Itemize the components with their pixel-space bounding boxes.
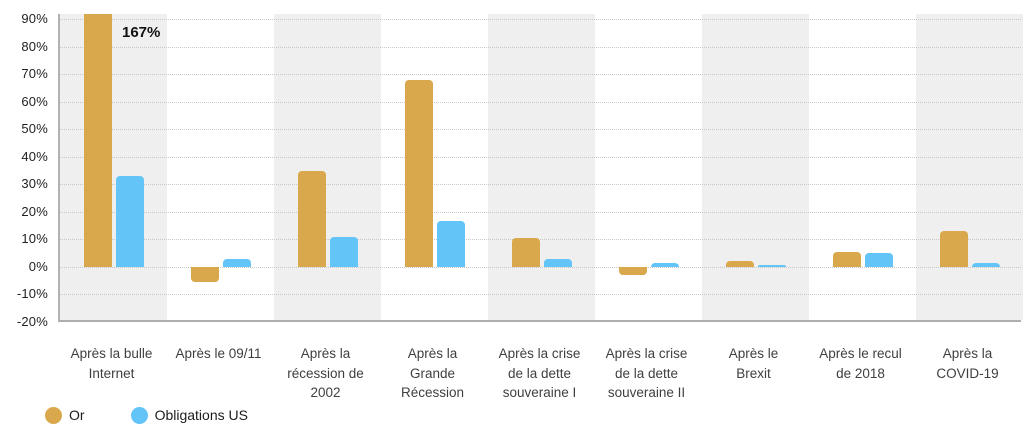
x-axis-category-label: Après la bulle Internet <box>70 346 153 381</box>
y-axis-tick-label: -20% <box>16 314 48 329</box>
x-axis-category-label: Après la crise de la dette souveraine I <box>498 346 581 400</box>
gridline <box>60 184 1021 186</box>
bar-or <box>83 14 112 267</box>
category-stripe <box>60 14 167 320</box>
bar-or <box>297 170 326 267</box>
bar-obligations-us <box>329 236 358 267</box>
plot-area: 167% <box>58 14 1023 322</box>
gridline <box>60 294 1021 296</box>
bar-or <box>190 266 219 282</box>
y-axis-tick-label: 20% <box>21 203 48 219</box>
bar-or <box>939 231 968 267</box>
x-axis-category-label: Après la Grande Récession <box>400 346 465 400</box>
y-axis-tick-label: 10% <box>21 231 48 247</box>
bar-obligations-us <box>650 263 679 267</box>
y-axis-tick-label: 50% <box>21 121 48 137</box>
gridline <box>60 239 1021 241</box>
legend-item-or: Or <box>45 406 85 424</box>
category-stripe <box>274 14 381 320</box>
y-axis-tick-label: -10% <box>16 286 48 302</box>
bar-obligations-us <box>864 253 893 267</box>
bar-or <box>832 252 861 267</box>
category-stripe <box>916 14 1023 320</box>
bar-or <box>725 260 754 267</box>
bar-or <box>511 237 540 267</box>
bar-obligations-us <box>543 258 572 267</box>
y-axis-tick-label: 40% <box>21 148 48 164</box>
clipped-bar-value-label: 167% <box>122 24 161 41</box>
y-axis-tick-label: 70% <box>21 66 48 82</box>
gridline <box>60 211 1021 213</box>
x-axis-category-label: Après le Brexit <box>728 346 779 381</box>
bar-obligations-us <box>971 263 1000 267</box>
legend-label-or: Or <box>69 407 85 423</box>
y-axis-tick-label: 80% <box>21 38 48 54</box>
y-axis-tick-label: 60% <box>21 93 48 109</box>
x-axis-category-label: Après la crise de la dette souveraine II <box>605 346 688 400</box>
category-stripe <box>702 14 809 320</box>
gridline <box>60 19 1021 20</box>
gridline <box>60 156 1021 158</box>
legend-swatch-or-icon <box>45 406 62 424</box>
bar-obligations-us <box>222 259 251 267</box>
y-axis-tick-label: 90% <box>21 11 48 26</box>
gridline <box>60 101 1021 103</box>
category-stripe <box>488 14 595 320</box>
bar-obligations-us <box>436 221 465 267</box>
gridline <box>60 74 1021 76</box>
x-axis-category-label: Après le recul de 2018 <box>819 346 902 381</box>
bar-or <box>618 266 647 276</box>
legend-swatch-obligations-us-icon <box>130 406 148 424</box>
y-axis-tick-label: 0% <box>28 258 48 274</box>
legend-item-obligations-us: Obligations US <box>130 406 248 424</box>
bar-or <box>404 79 433 267</box>
legend: Or Obligations US <box>45 406 248 424</box>
legend-label-obligations-us: Obligations US <box>154 407 248 423</box>
gridline <box>60 46 1021 48</box>
x-axis-category-label: Après le 09/11 <box>175 346 262 361</box>
bar-obligations-us <box>757 264 786 267</box>
x-axis-category-label: Après la COVID-19 <box>936 346 999 381</box>
gridline <box>60 129 1021 131</box>
y-axis-tick-label: 30% <box>21 176 48 192</box>
bar-obligations-us <box>115 176 144 267</box>
x-axis-category-label: Après la récession de 2002 <box>287 346 364 400</box>
gridline <box>60 266 1021 268</box>
